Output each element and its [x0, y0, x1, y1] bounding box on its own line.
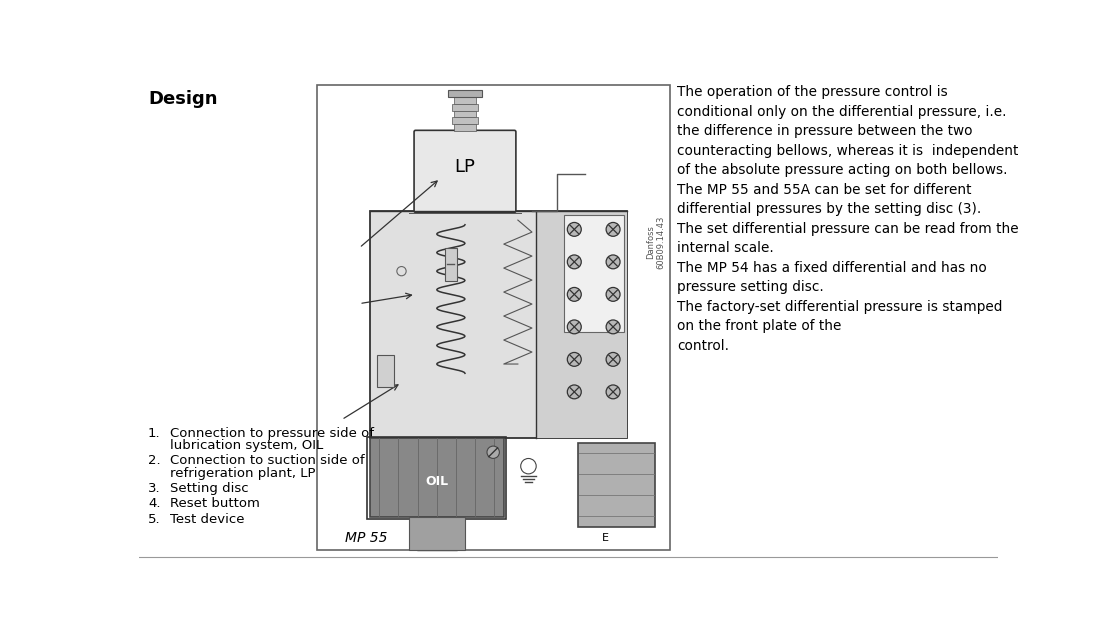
Circle shape: [568, 385, 581, 399]
Bar: [454, 97, 476, 104]
Circle shape: [568, 320, 581, 334]
Text: Setting disc: Setting disc: [170, 482, 248, 495]
Bar: [452, 104, 478, 110]
Text: refrigeration plant, LP: refrigeration plant, LP: [170, 467, 315, 479]
Circle shape: [607, 352, 620, 366]
Bar: [454, 124, 476, 131]
Bar: [445, 248, 457, 281]
Bar: [408, 518, 465, 550]
Text: 4.: 4.: [147, 497, 161, 511]
Circle shape: [607, 255, 620, 269]
Text: MP 55: MP 55: [345, 531, 387, 545]
Circle shape: [568, 255, 581, 269]
Bar: [448, 90, 482, 97]
Bar: [367, 437, 506, 519]
Text: Connection to pressure side of: Connection to pressure side of: [170, 427, 374, 439]
Bar: [369, 438, 503, 518]
Text: 5.: 5.: [147, 513, 161, 526]
Text: OIL: OIL: [425, 475, 448, 488]
Bar: [563, 215, 623, 331]
Bar: [417, 518, 457, 550]
Text: The operation of the pressure control is
conditional only on the differential pr: The operation of the pressure control is…: [678, 86, 1019, 353]
Text: 2.: 2.: [147, 454, 161, 467]
Text: E: E: [601, 533, 609, 543]
Text: lubrication system, OIL: lubrication system, OIL: [170, 439, 323, 452]
Text: Reset buttom: Reset buttom: [170, 497, 260, 511]
Bar: [452, 117, 478, 124]
Bar: [317, 86, 670, 550]
Circle shape: [568, 352, 581, 366]
Text: 1.: 1.: [147, 427, 161, 439]
Circle shape: [607, 320, 620, 334]
Text: LP: LP: [455, 159, 476, 177]
Text: Test device: Test device: [170, 513, 244, 526]
Circle shape: [397, 267, 406, 276]
Circle shape: [568, 222, 581, 236]
Circle shape: [521, 458, 536, 474]
Circle shape: [607, 288, 620, 302]
Text: Connection to suction side of: Connection to suction side of: [170, 454, 364, 467]
Text: Design: Design: [147, 90, 217, 108]
Text: Danfoss
60B09.14.43: Danfoss 60B09.14.43: [645, 215, 665, 269]
Circle shape: [568, 288, 581, 302]
Bar: [369, 211, 628, 438]
Bar: [454, 110, 476, 117]
Bar: [578, 443, 655, 526]
FancyBboxPatch shape: [414, 130, 516, 212]
Circle shape: [487, 446, 499, 458]
Circle shape: [607, 385, 620, 399]
Bar: [377, 355, 395, 387]
Bar: [536, 211, 628, 438]
Text: 3.: 3.: [147, 482, 161, 495]
Circle shape: [607, 222, 620, 236]
